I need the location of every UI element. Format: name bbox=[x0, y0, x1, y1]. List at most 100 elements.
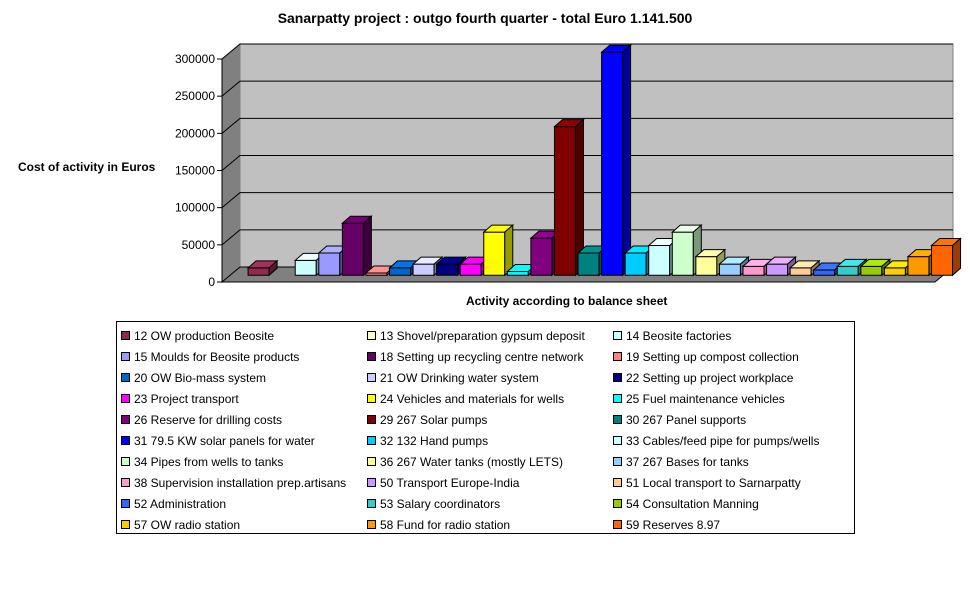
legend-swatch bbox=[613, 457, 622, 466]
gridline bbox=[221, 192, 953, 209]
legend-label: 31 79.5 KW solar panels for water bbox=[134, 433, 315, 448]
legend-swatch bbox=[367, 520, 376, 529]
legend-swatch bbox=[121, 478, 130, 487]
legend-item: 32 132 Hand pumps bbox=[367, 430, 613, 451]
y-tick-label: 200000 bbox=[175, 126, 215, 140]
legend-swatch bbox=[367, 331, 376, 340]
legend-swatch bbox=[367, 415, 376, 424]
bar bbox=[695, 256, 718, 276]
bar bbox=[789, 267, 812, 276]
legend-label: 18 Setting up recycling centre network bbox=[380, 349, 584, 364]
legend-label: 15 Moulds for Beosite products bbox=[134, 349, 300, 364]
legend-item: 21 OW Drinking water system bbox=[367, 367, 613, 388]
legend-swatch bbox=[367, 352, 376, 361]
legend-item: 57 OW radio station bbox=[121, 514, 367, 535]
y-tick-label: 250000 bbox=[175, 89, 215, 103]
bar bbox=[530, 237, 553, 276]
legend-item: 30 267 Panel supports bbox=[613, 409, 853, 430]
legend-item: 18 Setting up recycling centre network bbox=[367, 346, 613, 367]
legend-swatch bbox=[121, 373, 130, 382]
legend-swatch bbox=[367, 478, 376, 487]
legend-item: 23 Project transport bbox=[121, 388, 367, 409]
bar bbox=[294, 259, 317, 276]
legend-item: 59 Reserves 8.97 bbox=[613, 514, 853, 535]
x-axis-label: Activity according to balance sheet bbox=[466, 294, 668, 308]
bar bbox=[766, 263, 789, 276]
legend-label: 59 Reserves 8.97 bbox=[626, 517, 721, 532]
y-axis-label: Cost of activity in Euros bbox=[18, 160, 156, 174]
legend-item: 14 Beosite factories bbox=[613, 325, 853, 346]
bar bbox=[553, 126, 576, 276]
legend-label: 51 Local transport to Sarnarpatty bbox=[626, 475, 801, 490]
bar bbox=[506, 271, 529, 276]
legend-item: 54 Consultation Manning bbox=[613, 493, 853, 514]
legend-item: 58 Fund for radio station bbox=[367, 514, 613, 535]
legend-swatch bbox=[367, 394, 376, 403]
legend-label: 24 Vehicles and materials for wells bbox=[380, 391, 565, 406]
legend-swatch bbox=[121, 331, 130, 340]
bar bbox=[601, 51, 624, 276]
bar bbox=[671, 231, 694, 276]
legend-swatch bbox=[613, 478, 622, 487]
legend-label: 32 132 Hand pumps bbox=[380, 433, 489, 448]
bar bbox=[648, 245, 671, 276]
legend-item: 50 Transport Europe-India bbox=[367, 472, 613, 493]
legend-label: 25 Fuel maintenance vehicles bbox=[626, 391, 785, 406]
legend-swatch bbox=[613, 394, 622, 403]
bar bbox=[624, 252, 647, 276]
bar bbox=[247, 267, 270, 276]
legend-item: 25 Fuel maintenance vehicles bbox=[613, 388, 853, 409]
bar bbox=[341, 222, 364, 276]
legend-item: 22 Setting up project workplace bbox=[613, 367, 853, 388]
legend-label: 34 Pipes from wells to tanks bbox=[134, 454, 284, 469]
legend-item: 29 267 Solar pumps bbox=[367, 409, 613, 430]
legend-item: 33 Cables/feed pipe for pumps/wells bbox=[613, 430, 853, 451]
legend-label: 57 OW radio station bbox=[134, 517, 241, 532]
legend-label: 30 267 Panel supports bbox=[626, 412, 747, 427]
gridline bbox=[221, 229, 953, 246]
legend-item: 12 OW production Beosite bbox=[121, 325, 367, 346]
y-tick-label: 0 bbox=[208, 275, 215, 289]
legend-label: 50 Transport Europe-India bbox=[380, 475, 520, 490]
bar bbox=[436, 263, 459, 276]
legend-item: 36 267 Water tanks (mostly LETS) bbox=[367, 451, 613, 472]
legend-swatch bbox=[613, 520, 622, 529]
bar bbox=[412, 263, 435, 276]
legend-swatch bbox=[613, 436, 622, 445]
legend-label: 29 267 Solar pumps bbox=[380, 412, 488, 427]
bar-side bbox=[622, 44, 632, 277]
y-tick-label: 100000 bbox=[175, 201, 215, 215]
bar bbox=[718, 263, 741, 276]
legend-label: 23 Project transport bbox=[134, 391, 239, 406]
legend-swatch bbox=[613, 373, 622, 382]
bar-side bbox=[952, 237, 962, 277]
bar bbox=[459, 263, 482, 276]
legend-swatch bbox=[613, 352, 622, 361]
legend-swatch bbox=[121, 499, 130, 508]
gridline bbox=[221, 43, 953, 60]
legend-swatch bbox=[367, 373, 376, 382]
bar bbox=[883, 267, 906, 276]
legend-item: 26 Reserve for drilling costs bbox=[121, 409, 367, 430]
legend-label: 19 Setting up compost collection bbox=[626, 349, 799, 364]
legend-item: 38 Supervision installation prep.artisan… bbox=[121, 472, 367, 493]
y-tick-label: 300000 bbox=[175, 52, 215, 66]
legend-swatch bbox=[613, 331, 622, 340]
legend-swatch bbox=[613, 499, 622, 508]
legend-item: 53 Salary coordinators bbox=[367, 493, 613, 514]
gridline bbox=[221, 155, 953, 171]
legend-item: 19 Setting up compost collection bbox=[613, 346, 853, 367]
legend-item: 31 79.5 KW solar panels for water bbox=[121, 430, 367, 451]
chart-title: Sanarpatty project : outgo fourth quarte… bbox=[277, 10, 693, 26]
legend-swatch bbox=[121, 415, 130, 424]
legend-item: 34 Pipes from wells to tanks bbox=[121, 451, 367, 472]
legend-grid: 12 OW production Beosite 13 Shovel/prepar… bbox=[121, 325, 854, 533]
legend-swatch bbox=[121, 520, 130, 529]
bar bbox=[577, 252, 600, 276]
bar bbox=[742, 265, 765, 276]
legend-swatch bbox=[613, 415, 622, 424]
legend-swatch bbox=[121, 394, 130, 403]
legend-item: 20 OW Bio-mass system bbox=[121, 367, 367, 388]
legend-swatch bbox=[121, 436, 130, 445]
bar bbox=[318, 252, 341, 276]
